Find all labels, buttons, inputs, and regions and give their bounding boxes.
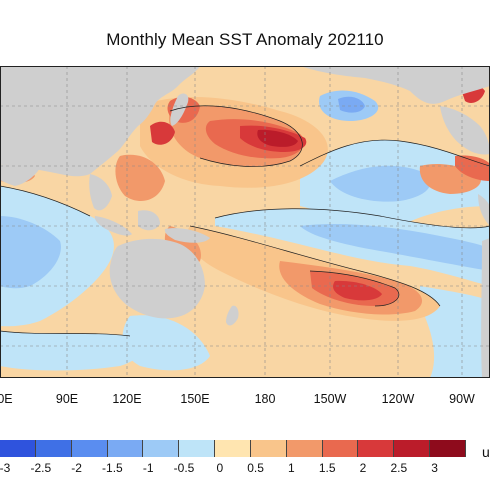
land-sumatra (94, 216, 132, 236)
colorbar-segment (358, 440, 395, 457)
land-borneo (138, 210, 160, 231)
land-north-america (440, 106, 490, 155)
land-indochina (89, 174, 112, 211)
colorbar-segment (322, 440, 359, 457)
longitude-label: 90W (449, 392, 475, 406)
colorbar-tick-label: 0 (216, 461, 224, 475)
cool-anomaly-region (338, 96, 365, 113)
cool-anomaly-region (0, 216, 61, 289)
colorbar-tick-label: 1.5 (318, 461, 336, 475)
land-asia (0, 66, 200, 177)
longitude-label: 150E (180, 392, 210, 406)
colorbar-segment (71, 440, 108, 457)
land-central-america (478, 194, 490, 226)
cool-anomaly-region (122, 315, 210, 371)
warm-anomaly-region (333, 280, 382, 301)
land-new-guinea (164, 228, 210, 243)
contour-lines (0, 105, 490, 337)
colorbar-segment (179, 440, 216, 457)
colorbar-segment (250, 440, 287, 457)
grid-lines (0, 66, 490, 378)
land-new-zealand (226, 305, 239, 326)
longitude-label: 0E (0, 392, 13, 406)
colorbar-tick-label: 1 (288, 461, 295, 475)
land-australia (109, 238, 205, 319)
colorbar-segment (394, 440, 431, 457)
longitude-label: 120E (112, 392, 142, 406)
colorbar-segment (0, 440, 36, 457)
warm-anomaly-region (455, 155, 490, 181)
cool-anomaly-region (330, 165, 431, 202)
map-title: Monthly Mean SST Anomaly 202110 (106, 30, 384, 49)
colorbar-segment (143, 440, 180, 457)
colorbar-tick-label: -3 (0, 461, 11, 475)
cool-anomaly-region (0, 331, 149, 371)
cool-anomaly-region (215, 208, 490, 286)
land-south-america (481, 238, 490, 378)
colorbar-segment (35, 440, 72, 457)
longitude-label: 120W (381, 392, 415, 406)
land-japan (170, 93, 189, 126)
colorbar-tick-label: -2 (71, 461, 82, 475)
warm-anomaly-region (150, 121, 175, 145)
land-india (0, 164, 40, 186)
colorbar-tick-label: 2.5 (390, 461, 408, 475)
colorbar-tick-label: 3 (431, 461, 438, 475)
colorbar-tick-label: -0.5 (173, 461, 195, 475)
cool-anomaly-region (300, 224, 490, 271)
colorbar-segment (107, 440, 144, 457)
sst-anomaly-map (0, 66, 490, 378)
colorbar-unit-label: u (482, 444, 490, 460)
colorbar-tick-label: 0.5 (247, 461, 264, 475)
colorbar (0, 440, 466, 457)
longitude-label: 150W (313, 392, 347, 406)
colorbar-segment (430, 440, 466, 457)
warm-anomaly-region (257, 129, 298, 147)
colorbar-tick-label: 2 (359, 461, 367, 475)
colorbar-tick-label: -1.5 (102, 461, 123, 475)
longitude-label: 180 (254, 392, 276, 406)
land-north-america (300, 66, 490, 104)
colorbar-tick-label: -2.5 (30, 461, 52, 475)
longitude-label: 90E (55, 392, 79, 406)
colorbar-segment (215, 440, 251, 457)
colorbar-segment (286, 440, 323, 457)
colorbar-tick-label: -1 (142, 461, 154, 475)
